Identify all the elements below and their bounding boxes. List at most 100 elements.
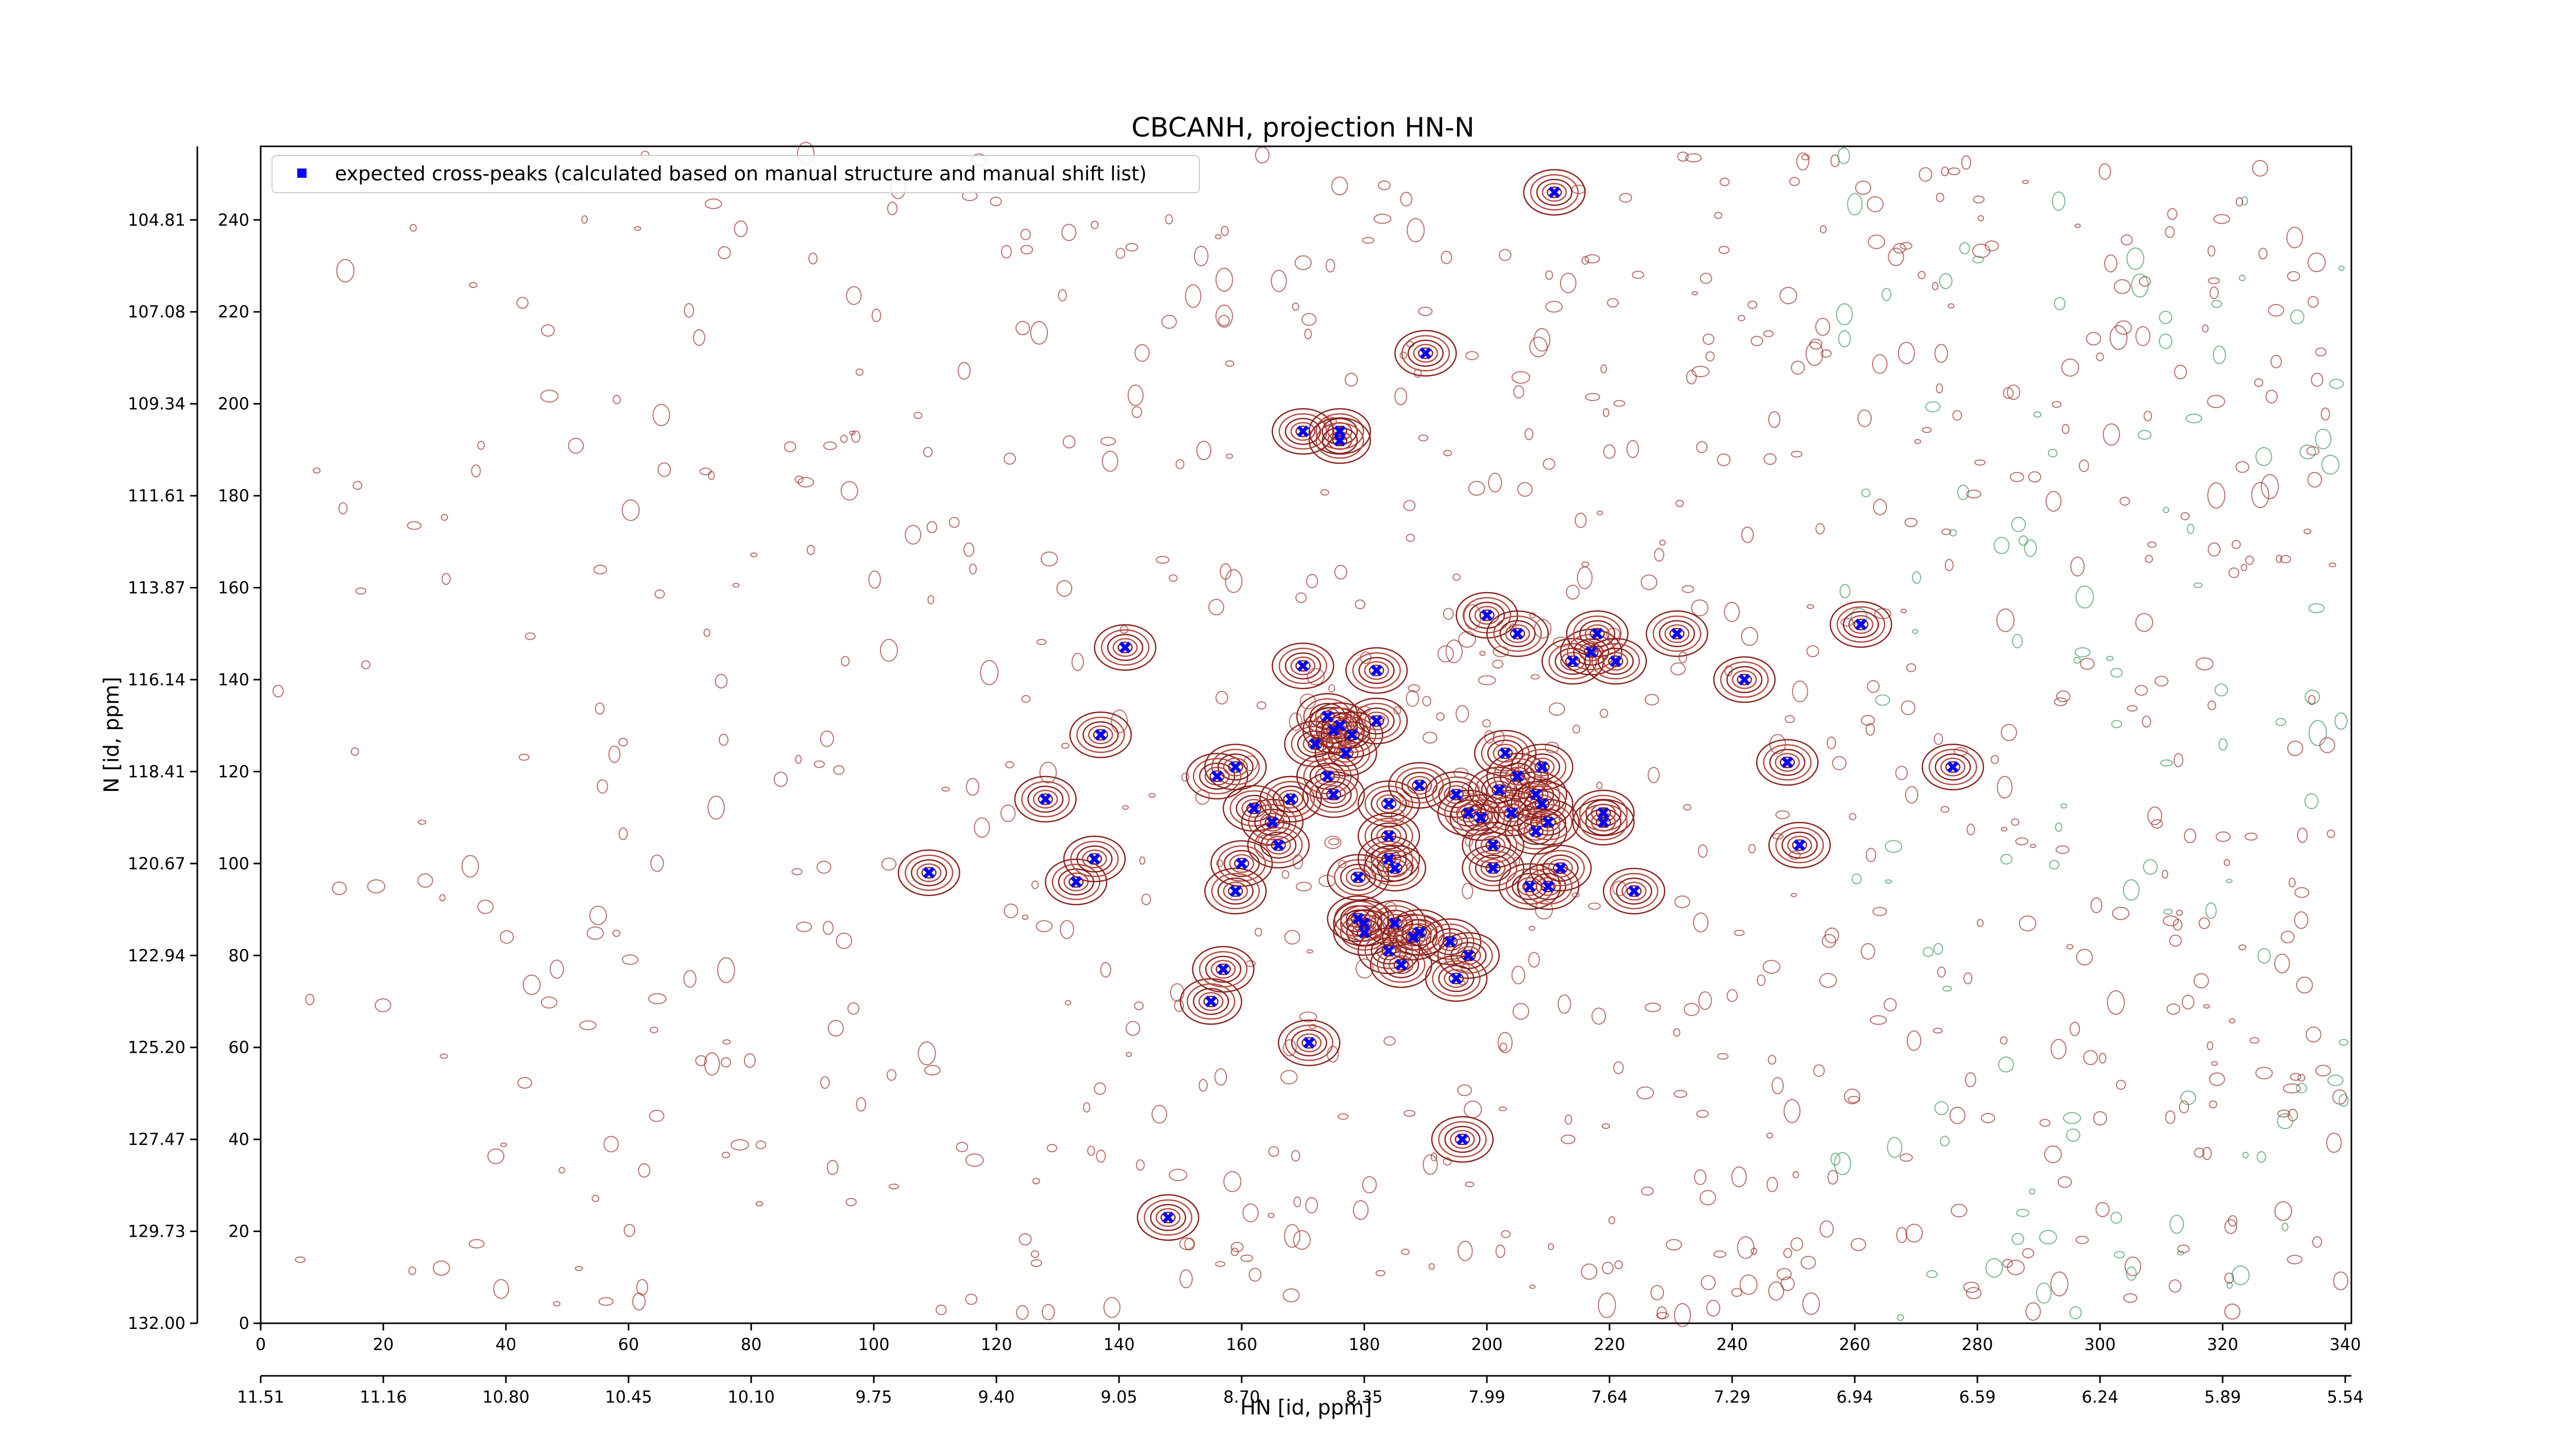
contour-noise	[1479, 650, 1486, 656]
contour-noise	[375, 998, 392, 1013]
peak-contour	[1100, 629, 1150, 666]
contour-noise	[1230, 1242, 1244, 1252]
peak-contour	[1352, 652, 1401, 689]
contour-noise	[1443, 450, 1452, 457]
contour-noise	[2280, 931, 2295, 943]
contour-noise	[1965, 1287, 1982, 1300]
contour-noise	[1000, 804, 1016, 822]
legend: expected cross-peaks (calculated based o…	[272, 155, 1200, 193]
contour-noise	[553, 1301, 561, 1307]
peak-contour	[1504, 771, 1567, 818]
x-tick-label: 140	[1104, 1335, 1135, 1354]
contour-noise	[2308, 603, 2325, 614]
contour-noise	[1947, 303, 1955, 309]
contour-noise	[1215, 305, 1233, 328]
peak-contour	[1437, 932, 1500, 979]
peak-contour	[1217, 753, 1254, 781]
x-ppm-tick-label: 11.51	[237, 1387, 284, 1407]
contour-noise	[2207, 482, 2226, 509]
contour-noise	[1126, 1052, 1132, 1057]
contour-noise	[2086, 332, 2102, 346]
peak-contour	[1388, 955, 1414, 974]
cross-peak-marker	[1947, 761, 1959, 773]
peak-contour	[911, 859, 947, 886]
contour-noise	[1771, 1077, 1784, 1094]
peak-contour	[1094, 624, 1157, 671]
contour-noise	[2180, 512, 2190, 520]
contour-noise	[719, 733, 728, 746]
cross-peak-marker	[1272, 839, 1284, 851]
x-tick-label: 60	[618, 1335, 639, 1354]
peak-contour	[916, 863, 942, 882]
contour-noise	[1325, 259, 1335, 273]
contour-noise	[1739, 1274, 1758, 1295]
peak-contour	[1082, 849, 1107, 869]
contour-noise	[2224, 1303, 2241, 1320]
contour-noise	[1805, 341, 1824, 366]
contour-noise	[1907, 1030, 1922, 1051]
contour-noise	[1636, 1086, 1654, 1100]
contour-noise	[1134, 1001, 1144, 1010]
peak-contour	[1438, 781, 1475, 808]
peak-contour	[1332, 434, 1348, 447]
contour-noise	[1694, 1169, 1707, 1185]
peak-contour	[1198, 992, 1224, 1011]
contour-noise	[350, 747, 359, 756]
contour-noise	[1320, 489, 1329, 496]
x-tick-label: 40	[496, 1335, 517, 1354]
peak-contour	[1241, 799, 1267, 818]
contour-noise	[1215, 1261, 1226, 1267]
contour-noise	[923, 447, 933, 458]
peak-contour	[1769, 749, 1806, 776]
x-ppm-tick-label: 10.80	[482, 1387, 530, 1407]
cross-peak-marker	[1297, 425, 1309, 437]
contour-noise	[1914, 439, 1921, 444]
peak-contour	[1517, 799, 1580, 846]
contour-noise	[1465, 351, 1479, 360]
contour-noise	[826, 1159, 839, 1175]
contour-noise	[1440, 250, 1452, 264]
peak-contour	[1369, 664, 1384, 677]
contour-noise	[2090, 897, 2103, 914]
contour-noise	[773, 771, 788, 787]
contour-noise	[1613, 400, 1625, 407]
contour-noise	[2329, 379, 2344, 389]
expected-cross-peaks	[923, 186, 1959, 1224]
cross-peak-marker	[1395, 958, 1407, 971]
contour-noise	[1087, 1145, 1095, 1156]
contour-noise	[518, 753, 530, 761]
peak-contour	[1792, 839, 1807, 851]
contour-noise	[1031, 880, 1039, 889]
peak-contour	[1848, 615, 1874, 634]
contour-noise	[1888, 247, 1904, 266]
contour-noise	[2207, 395, 2225, 408]
contour-noise	[1801, 154, 1810, 161]
cross-peak-marker	[1554, 862, 1567, 874]
peak-contour	[1401, 928, 1426, 947]
contour-noise	[1683, 804, 1692, 811]
contour-noise	[1940, 806, 1950, 813]
cross-peak-marker	[1333, 434, 1346, 447]
contour-noise	[1826, 736, 1836, 749]
contour-noise	[305, 993, 315, 1005]
contour-noise	[1766, 1133, 1773, 1139]
contour-noise	[1208, 599, 1225, 616]
contour-noise	[2270, 355, 2282, 368]
cross-peak-marker	[1462, 949, 1475, 962]
contour-noise	[2169, 934, 2182, 947]
contour-noise	[2333, 1271, 2349, 1290]
contour-noise	[1016, 1305, 1029, 1320]
contour-noise	[1127, 384, 1144, 406]
contour-noise	[1294, 255, 1312, 271]
contour-noise	[1693, 912, 1709, 933]
contour-noise	[1806, 604, 1815, 610]
contour-noise	[980, 660, 999, 685]
y-tick-label: 80	[228, 946, 249, 965]
cross-peak-marker	[1591, 628, 1603, 640]
contour-noise	[1443, 608, 1454, 620]
contour-noise	[1418, 307, 1433, 316]
contour-noise	[2265, 390, 2278, 403]
contour-noise	[1581, 1263, 1598, 1280]
peak-contour	[1150, 1204, 1187, 1232]
contour-noise	[1282, 1039, 1297, 1057]
